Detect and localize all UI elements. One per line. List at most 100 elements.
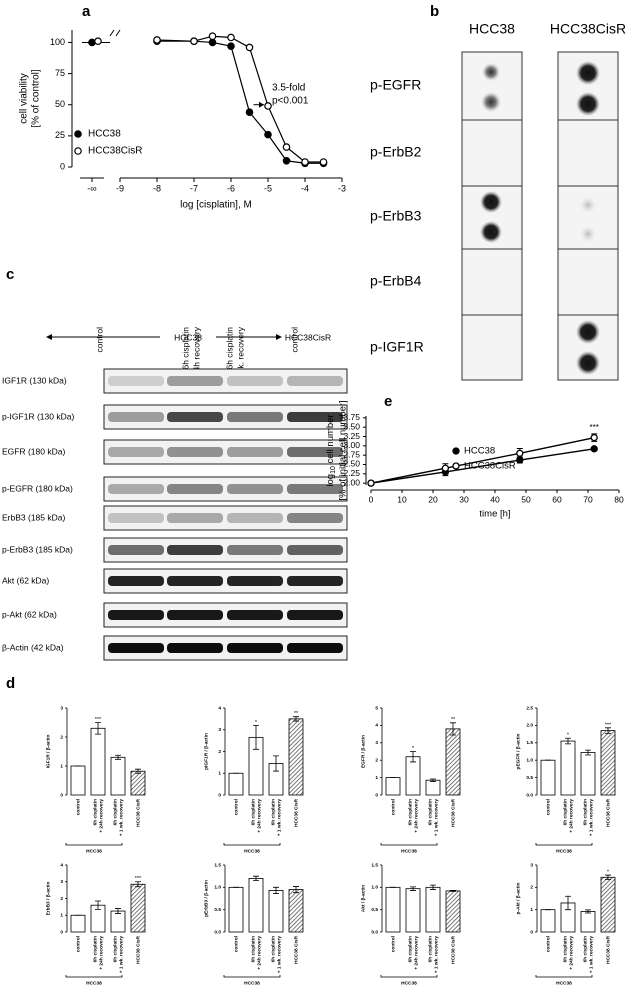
band [227,376,283,386]
bar [405,888,421,933]
bar [248,878,264,933]
x-tick-label: 6h cisplatin [407,799,413,825]
dot [580,226,596,242]
row-label: p-EGFR [370,77,421,93]
significance: * [255,720,258,726]
row-label: β-Actin (42 kDa) [2,642,64,652]
x-tick-label: + 24h recovery [256,936,262,970]
y-tick-label: 1 [218,771,221,777]
x-tick-label: 6h cisplatin [562,936,568,962]
error-bar [293,716,299,722]
error-bar [430,778,436,782]
y-axis-label: pEGFR / β-actin [515,733,521,769]
legend-marker [74,147,82,155]
group-bracket [223,975,281,978]
error-bar [135,768,141,774]
y-tick-label: 2 [530,885,533,891]
data-point [367,479,375,487]
y-tick-label: 5 [375,705,378,711]
error-bar [450,890,456,892]
x-tick-label: 20 [428,494,438,504]
x-tick-label: + 1 wk. recovery [118,936,124,974]
band [227,576,283,586]
panel-label: e [384,393,392,410]
y-tick-label: 0 [60,792,63,798]
x-tick-label: 6h cisplatin [562,799,568,825]
x-tick-label: control [75,936,81,952]
data-point [590,433,598,442]
y-tick-label: 0.0 [526,792,533,798]
bar [70,765,86,796]
error-bar [95,900,101,910]
data-point [282,156,291,165]
x-tick-label: 80 [614,494,624,504]
bar [580,752,596,796]
y-tick-label: 0.0 [371,929,378,935]
x-tick-label: -3 [338,183,346,193]
blot-frame [103,505,348,531]
bar [90,727,106,796]
y-tick-label: 0 [60,161,65,171]
band [108,376,164,386]
bar [110,756,126,796]
bar [580,911,596,933]
x-tick-label: + 24h recovery [568,799,574,833]
error-bar [605,727,611,734]
band [227,643,283,653]
dot [482,63,500,81]
legend-label: HCC38CisR [464,461,516,472]
group-bracket [380,843,438,846]
axis-break [109,29,121,37]
data-point [153,36,161,44]
error-bar [273,886,279,894]
row-label: p-ErbB3 (185 kDa) [2,544,73,554]
band [108,545,164,555]
row-label: EGFR (180 kDa) [2,446,65,456]
data-point [301,158,309,166]
y-tick-label: 1 [60,913,63,919]
strip-dividers [462,119,618,316]
error-bar [585,749,591,756]
y-tick-label: 3 [530,862,533,868]
x-tick-label: HCC38 CisR [605,935,611,964]
column-label: HCC38 [469,21,515,37]
group-label: HCC38 [556,848,572,854]
error-bar [115,754,121,760]
error-bar [273,755,279,772]
y-axis-label: cell viability [19,73,30,124]
y-axis-label: p-Akt / β-actin [515,882,521,914]
band [227,513,283,523]
series-line [370,448,595,484]
group-bracket [223,843,281,846]
data-point [264,130,272,139]
x-tick-label: 6h cisplatin [112,799,118,825]
band [108,412,164,422]
bar [130,770,146,796]
y-tick-label: 2 [60,734,63,740]
x-tick-label: control [75,799,81,815]
bar [405,756,421,796]
x-tick-label: 6h cisplatin [112,936,118,962]
y-axis-label-part: cell number [325,414,336,466]
x-tick-label: 60 [552,494,562,504]
dot [580,197,596,213]
data-point [190,37,198,46]
error-bar [95,722,101,735]
x-tick-label: HCC38 CisR [605,798,611,827]
dot [480,221,502,243]
bar [288,718,304,796]
x-tick-label: HCC38 CisR [293,935,299,964]
significance: * [412,746,415,752]
x-tick-label: + 1 wk. recovery [118,799,124,837]
y-tick-label: 1.5 [214,862,221,868]
data-point [282,143,291,151]
x-tick-label: HCC38 CisR [450,935,456,964]
band [167,376,223,386]
group-label: HCC38 [556,980,572,986]
legend-label: HCC38 [88,129,121,140]
y-tick-label: 1.5 [526,740,533,746]
group-label: HCC38CisR [285,332,331,342]
bar [110,910,126,933]
y-tick-label: 0 [375,792,378,798]
